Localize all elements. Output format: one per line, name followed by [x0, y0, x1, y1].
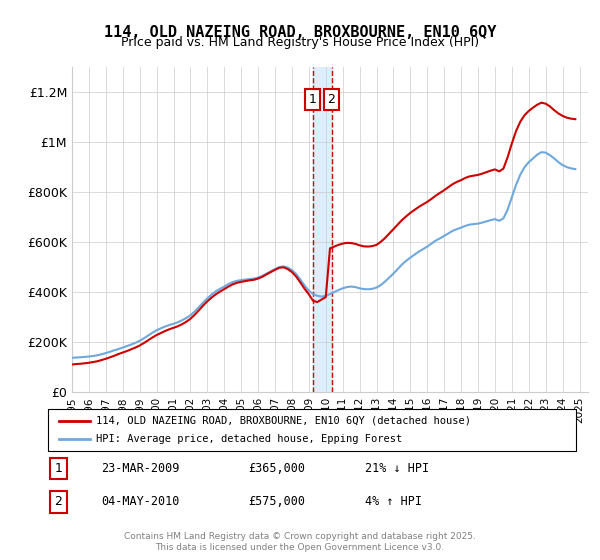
FancyBboxPatch shape [48, 409, 576, 451]
Text: 2: 2 [55, 496, 62, 508]
Text: 2: 2 [328, 93, 335, 106]
Bar [313, 67, 332, 392]
Text: Price paid vs. HM Land Registry's House Price Index (HPI): Price paid vs. HM Land Registry's House … [121, 36, 479, 49]
Text: £575,000: £575,000 [248, 496, 305, 508]
Text: £365,000: £365,000 [248, 462, 305, 475]
Text: HPI: Average price, detached house, Epping Forest: HPI: Average price, detached house, Eppi… [95, 434, 402, 444]
Text: 114, OLD NAZEING ROAD, BROXBOURNE, EN10 6QY: 114, OLD NAZEING ROAD, BROXBOURNE, EN10 … [104, 25, 496, 40]
Text: Contains HM Land Registry data © Crown copyright and database right 2025.
This d: Contains HM Land Registry data © Crown c… [124, 532, 476, 552]
Text: 4% ↑ HPI: 4% ↑ HPI [365, 496, 422, 508]
Text: 04-MAY-2010: 04-MAY-2010 [101, 496, 179, 508]
Text: 1: 1 [55, 462, 62, 475]
Text: 114, OLD NAZEING ROAD, BROXBOURNE, EN10 6QY (detached house): 114, OLD NAZEING ROAD, BROXBOURNE, EN10 … [95, 416, 470, 426]
Text: 1: 1 [308, 93, 317, 106]
Text: 23-MAR-2009: 23-MAR-2009 [101, 462, 179, 475]
Text: 21% ↓ HPI: 21% ↓ HPI [365, 462, 429, 475]
